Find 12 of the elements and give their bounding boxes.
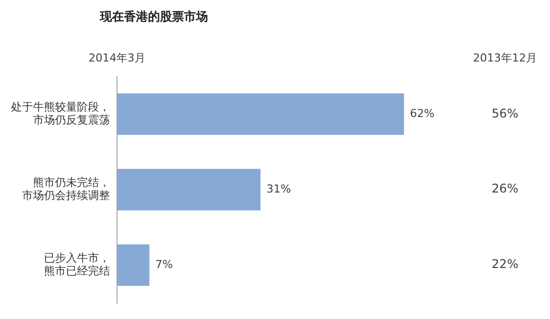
text: 56% [492, 106, 518, 120]
text: 2013年12月 [473, 51, 537, 64]
chart-title: 现在香港的股票市场 [99, 9, 208, 24]
data-label: 31% [266, 182, 291, 196]
y-tick-label: 已步入牛市，熊市已经完结 [44, 251, 110, 278]
data-label: 62% [410, 106, 434, 120]
y-tick-label: 处于牛熊较量阶段，市场仍反复震荡 [11, 100, 110, 127]
data-label: 7% [155, 258, 173, 271]
y-tick-label: 熊市仍未完结，市场仍会持续调整 [22, 176, 110, 202]
text: 26% [492, 182, 518, 196]
text: 2014年3月 [88, 51, 146, 64]
text: 22% [492, 257, 518, 272]
